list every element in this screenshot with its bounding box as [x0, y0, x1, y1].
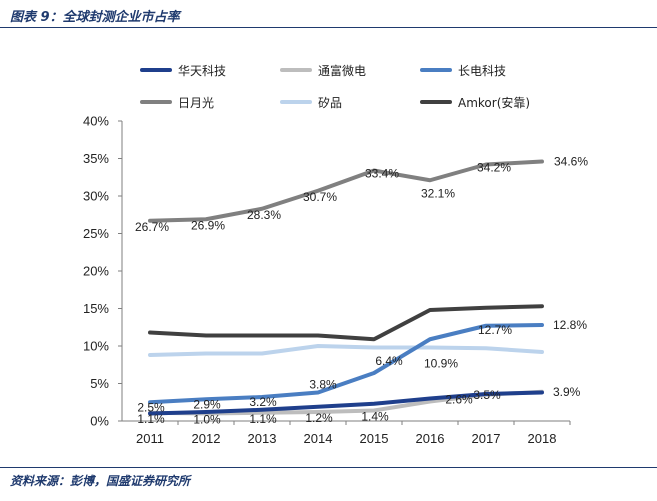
data-label: 3.5%	[473, 388, 501, 402]
data-label: 28.3%	[247, 208, 281, 222]
x-tick-label: 2014	[304, 431, 333, 446]
footer-divider	[0, 467, 657, 468]
y-tick-label: 5%	[90, 376, 109, 391]
x-tick-label: 2017	[472, 431, 501, 446]
y-tick-label: 20%	[83, 264, 109, 279]
series-line	[148, 390, 544, 416]
series-line	[148, 304, 544, 342]
data-label: 1.2%	[305, 411, 333, 425]
data-label: 34.6%	[554, 155, 588, 169]
data-label: 1.1%	[137, 412, 165, 426]
figure-header: 图表 9：全球封测企业市占率	[0, 0, 657, 30]
x-tick-label: 2012	[192, 431, 221, 446]
y-tick-label: 15%	[83, 301, 109, 316]
data-label: 3.2%	[249, 395, 277, 409]
data-label: 6.4%	[375, 354, 403, 368]
legend-label: 日月光	[178, 96, 214, 110]
data-label: 26.9%	[191, 218, 225, 232]
data-label: 2.5%	[137, 400, 165, 414]
legend-label: 通富微电	[318, 63, 366, 78]
data-label: 34.2%	[477, 161, 511, 175]
legend-label: 华天科技	[178, 64, 226, 78]
y-tick-label: 40%	[83, 114, 109, 129]
data-label: 26.7%	[135, 220, 169, 234]
series-line	[148, 159, 544, 223]
legend-label: Amkor(安靠)	[458, 95, 530, 110]
y-tick-label: 10%	[83, 339, 109, 354]
series-line	[148, 323, 544, 405]
legend-label: 长电科技	[458, 64, 506, 78]
data-label: 3.9%	[553, 385, 581, 399]
y-tick-label: 0%	[90, 414, 109, 429]
source-note: 资料来源：彭博，国盛证券研究所	[10, 474, 191, 488]
y-tick-label: 25%	[83, 226, 109, 241]
data-label: 3.8%	[309, 378, 337, 392]
data-label: 1.1%	[249, 412, 277, 426]
data-label: 2.9%	[193, 397, 221, 411]
x-tick-label: 2013	[248, 431, 277, 446]
header-divider	[0, 27, 657, 28]
data-label: 30.7%	[303, 190, 337, 204]
data-label: 32.1%	[421, 186, 455, 200]
data-label: 12.8%	[553, 318, 587, 332]
data-label: 12.7%	[478, 323, 512, 337]
y-tick-label: 35%	[83, 151, 109, 166]
data-label: 2.6%	[445, 393, 473, 407]
x-tick-label: 2018	[528, 431, 557, 446]
legend-label: 矽品	[318, 95, 342, 110]
x-tick-label: 2016	[416, 431, 445, 446]
data-label: 33.4%	[365, 167, 399, 181]
x-tick-label: 2015	[360, 431, 389, 446]
data-label: 10.9%	[424, 356, 458, 370]
y-tick-label: 30%	[83, 189, 109, 204]
series-line	[148, 344, 544, 357]
data-label: 1.0%	[193, 413, 221, 427]
data-label: 1.4%	[361, 410, 389, 424]
figure-title: 图表 9：全球封测企业市占率	[10, 10, 180, 25]
x-tick-label: 2011	[136, 431, 164, 446]
